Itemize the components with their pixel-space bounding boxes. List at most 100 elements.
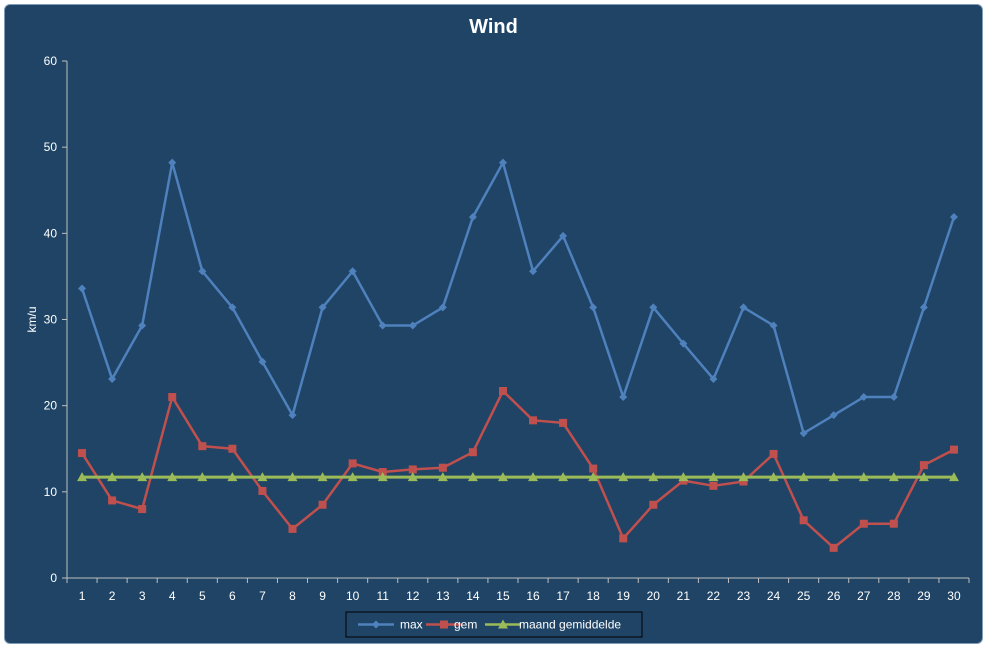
data-point <box>497 472 508 482</box>
x-tick-label: 20 <box>647 589 661 603</box>
data-point <box>769 449 778 458</box>
data-point <box>589 464 598 473</box>
series-maand-gemiddelde <box>77 472 959 482</box>
data-point <box>498 158 507 167</box>
data-point <box>618 472 629 482</box>
series-line <box>80 161 956 435</box>
data-point <box>558 472 569 482</box>
x-tick-label: 8 <box>289 589 296 603</box>
x-tick-label: 2 <box>109 589 116 603</box>
x-tick-label: 27 <box>857 589 871 603</box>
data-point <box>559 231 568 240</box>
legend-swatch-marker <box>372 620 380 629</box>
x-tick-label: 6 <box>229 589 236 603</box>
legend-label: gem <box>454 618 477 632</box>
legend-item: gem <box>426 618 477 632</box>
x-tick-label: 13 <box>436 589 450 603</box>
data-point <box>709 374 718 383</box>
data-point <box>437 472 448 482</box>
data-point <box>77 472 88 482</box>
legend: max gem maand gemiddelde <box>345 611 643 638</box>
data-point <box>227 472 238 482</box>
data-point <box>889 519 898 528</box>
data-point <box>889 393 898 402</box>
x-tick-label: 16 <box>526 589 540 603</box>
y-tick-label: 10 <box>44 485 58 499</box>
data-point <box>588 472 599 482</box>
data-point <box>769 321 778 330</box>
y-tick-label: 0 <box>50 571 57 585</box>
y-tick-label: 60 <box>44 54 58 68</box>
data-point <box>738 472 749 482</box>
data-point <box>168 158 177 167</box>
data-point <box>228 303 237 312</box>
data-point <box>648 472 659 482</box>
data-point <box>498 387 507 396</box>
data-point <box>438 303 447 312</box>
data-point <box>528 472 539 482</box>
series-group <box>77 158 959 552</box>
data-point <box>888 472 899 482</box>
data-point <box>78 449 87 458</box>
data-point <box>318 303 327 312</box>
x-tick-label: 24 <box>767 589 781 603</box>
data-point <box>107 472 118 482</box>
x-tick-label: 1 <box>79 589 86 603</box>
data-point <box>739 303 748 312</box>
data-point <box>108 496 117 505</box>
data-point <box>918 472 929 482</box>
data-point <box>799 429 808 438</box>
data-point <box>318 500 327 509</box>
data-point <box>858 472 869 482</box>
data-point <box>768 472 779 482</box>
y-tick-label: 50 <box>44 140 58 154</box>
data-point <box>228 444 237 453</box>
x-tick-label: 17 <box>556 589 570 603</box>
data-point <box>348 459 357 468</box>
data-point <box>377 472 388 482</box>
data-point <box>919 303 928 312</box>
data-point <box>378 468 387 477</box>
x-tick-label: 19 <box>617 589 631 603</box>
data-point <box>829 411 838 420</box>
data-point <box>949 212 958 221</box>
data-point <box>678 472 689 482</box>
data-point <box>408 321 417 330</box>
x-tick-label: 29 <box>917 589 931 603</box>
x-tick-label: 7 <box>259 589 266 603</box>
data-point <box>709 481 718 490</box>
data-point <box>559 418 568 427</box>
chart-title: Wind <box>469 16 518 38</box>
series-max <box>78 158 958 438</box>
data-point <box>619 534 628 543</box>
data-point <box>468 212 477 221</box>
series-gem <box>78 387 958 552</box>
data-point <box>919 461 928 470</box>
series-line <box>80 389 955 550</box>
data-point <box>529 267 538 276</box>
data-point <box>649 500 658 509</box>
x-tick-label: 12 <box>406 589 420 603</box>
data-point <box>799 516 808 525</box>
x-tick-label: 23 <box>737 589 751 603</box>
x-tick-label: 9 <box>319 589 326 603</box>
data-point <box>348 267 357 276</box>
x-tick-label: 25 <box>797 589 811 603</box>
data-point <box>828 472 839 482</box>
data-point <box>167 472 178 482</box>
data-point <box>467 472 478 482</box>
data-point <box>347 472 358 482</box>
x-tick-label: 21 <box>677 589 691 603</box>
x-tick-label: 10 <box>346 589 360 603</box>
data-point <box>198 267 207 276</box>
y-axis-label: km/u <box>25 306 39 332</box>
data-point <box>288 411 297 420</box>
y-tick-label: 40 <box>44 226 58 240</box>
data-point <box>949 445 958 454</box>
data-point <box>468 448 477 457</box>
y-tick-label: 30 <box>44 313 58 327</box>
x-tick-label: 4 <box>169 589 176 603</box>
chart-area <box>4 4 983 644</box>
